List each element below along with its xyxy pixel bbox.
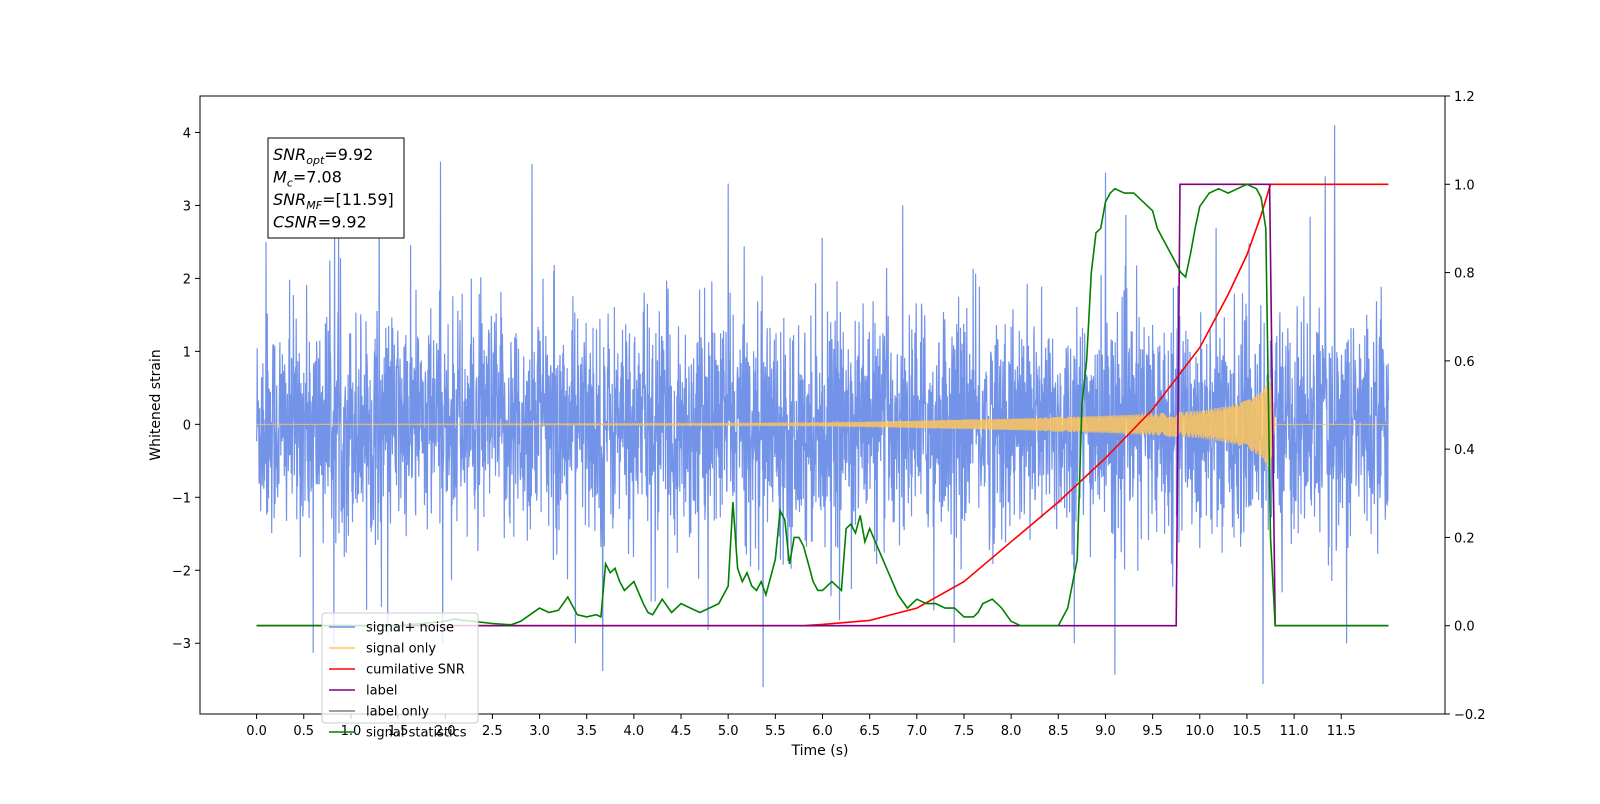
y2-tick-label: 0.4 — [1454, 443, 1475, 458]
legend-item-cumilative-snr: cumilative SNR — [329, 663, 465, 678]
annotation-symbol: M — [273, 168, 287, 187]
x-tick-label: 6.5 — [859, 724, 880, 739]
y2-tick-label: 1.0 — [1454, 178, 1475, 193]
legend-label: signal only — [366, 642, 436, 657]
x-axis: 0.0 0.5 1.0 1.5 2.0 2.5 3.0 3.5 4.0 4.5 5.0 5.5 6.0 6… — [246, 714, 1356, 739]
y2-tick-label: 0.8 — [1454, 267, 1475, 282]
annotation-line: SNRopt=9.92 — [273, 145, 373, 167]
x-tick-label: 6.0 — [812, 724, 833, 739]
annotation-symbol: CSNR — [273, 213, 318, 232]
y-tick-label: −2 — [172, 564, 191, 579]
legend-item-label-only: label only — [329, 705, 429, 720]
y-axis-left: −3 −2 −1 0 1 2 3 4 — [172, 126, 200, 652]
legend: signal+ noise signal only cumilative SNR la… — [321, 612, 479, 741]
x-tick-label: 9.0 — [1095, 724, 1116, 739]
y2-tick-label: 0.2 — [1454, 531, 1475, 546]
x-tick-label: 4.0 — [624, 724, 645, 739]
y-axis-right: −0.2 0.0 0.2 0.4 0.6 0.8 1.0 1.2 — [1445, 90, 1486, 723]
annotation-value: =7.08 — [293, 168, 342, 187]
legend-frame — [321, 612, 479, 724]
x-axis-label: Time (s) — [791, 743, 849, 759]
x-tick-label: 8.5 — [1048, 724, 1069, 739]
x-tick-label: 10.0 — [1185, 724, 1214, 739]
x-tick-label: 4.5 — [671, 724, 692, 739]
annotation-symbol: SNR — [273, 190, 306, 209]
y-axis-label: Whitened strain — [148, 349, 164, 460]
annotation-value: =9.92 — [324, 145, 373, 164]
legend-label: signal+ noise — [366, 621, 454, 636]
y2-tick-label: −0.2 — [1454, 708, 1486, 723]
x-tick-label: 11.5 — [1327, 724, 1356, 739]
series-signal-statistics — [256, 183, 1389, 627]
x-tick-label: 2.5 — [482, 724, 503, 739]
x-tick-label: 9.5 — [1142, 724, 1163, 739]
y-tick-label: 3 — [183, 199, 191, 214]
legend-label: cumilative SNR — [366, 663, 465, 678]
x-tick-label: 8.0 — [1001, 724, 1022, 739]
annotation-line: CSNR=9.92 — [273, 213, 367, 232]
x-tick-label: 1.5 — [388, 724, 409, 739]
annotation-subscript: opt — [306, 154, 325, 167]
legend-item-signal-statistics: signal statistics — [329, 726, 467, 741]
annotation-value: =[11.59] — [322, 190, 394, 209]
y-tick-label: 1 — [183, 345, 191, 360]
legend-label: signal statistics — [366, 726, 467, 741]
x-tick-label: 5.0 — [718, 724, 739, 739]
annotation-frame — [267, 137, 405, 239]
y-tick-label: 4 — [183, 126, 191, 141]
y2-tick-label: 0.6 — [1454, 355, 1475, 370]
x-tick-label: 11.0 — [1280, 724, 1309, 739]
x-tick-label: 7.5 — [954, 724, 975, 739]
y-tick-label: 2 — [183, 272, 191, 287]
legend-item-signal-only: signal only — [329, 642, 436, 657]
legend-label: label — [366, 684, 397, 699]
y2-tick-label: 0.0 — [1454, 620, 1475, 635]
y2-tick-label: 1.2 — [1454, 90, 1475, 105]
x-tick-label: 7.0 — [906, 724, 927, 739]
x-tick-label: 2.0 — [435, 724, 456, 739]
annotation-line: SNRMF=[11.59] — [273, 190, 394, 212]
legend-item-label: label — [329, 684, 397, 699]
series-layer — [256, 125, 1389, 688]
series-signal-noise — [256, 125, 1389, 688]
y-tick-label: −1 — [172, 491, 191, 506]
legend-label: label only — [366, 705, 429, 720]
series-signal-only — [256, 378, 1389, 470]
x-tick-label: 3.5 — [576, 724, 597, 739]
legend-item-signal-noise: signal+ noise — [329, 621, 454, 636]
annotation-symbol: SNR — [273, 145, 306, 164]
x-tick-label: 0.5 — [293, 724, 314, 739]
y-tick-label: −3 — [172, 637, 191, 652]
series-cumilative-snr — [256, 183, 1389, 627]
annotation-line: Mc=7.08 — [273, 168, 342, 190]
y-tick-label: 0 — [183, 418, 191, 433]
x-tick-label: 3.0 — [529, 724, 550, 739]
annotation-subscript: MF — [306, 199, 322, 212]
annotation-subscript: c — [287, 177, 293, 190]
annotation-value: =9.92 — [318, 213, 367, 232]
x-tick-label: 5.5 — [765, 724, 786, 739]
x-tick-label: 0.0 — [246, 724, 267, 739]
x-tick-label: 10.5 — [1232, 724, 1261, 739]
